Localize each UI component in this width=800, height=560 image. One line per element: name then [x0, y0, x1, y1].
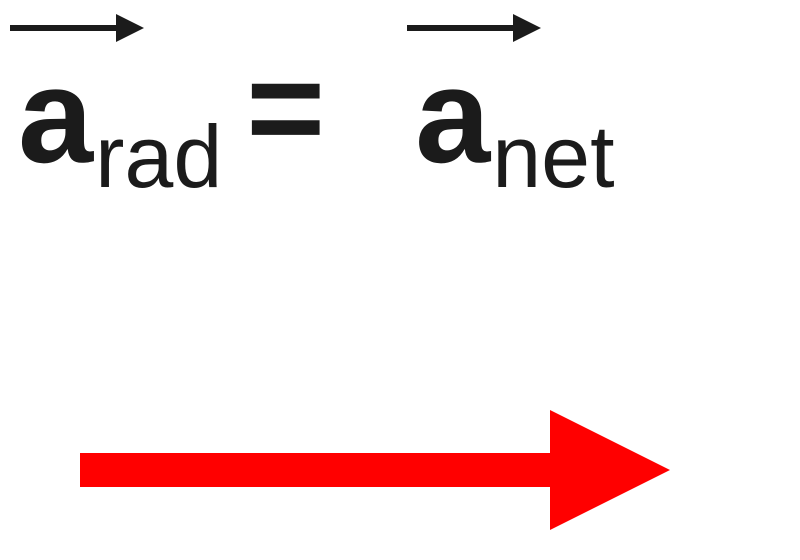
big-red-arrow-icon: [80, 410, 670, 530]
var-a-left: a: [18, 48, 93, 183]
sub-rad: rad: [95, 113, 222, 201]
term-a-net: a net: [415, 48, 614, 183]
vector-arrow-right-icon: [407, 10, 545, 46]
equals-sign: =: [246, 40, 325, 175]
sub-net: net: [492, 113, 614, 201]
vector-arrow-left-icon: [10, 10, 148, 46]
term-a-rad: a rad: [18, 48, 222, 183]
vector-equation: a rad = a net: [18, 48, 615, 183]
var-a-right: a: [415, 48, 490, 183]
